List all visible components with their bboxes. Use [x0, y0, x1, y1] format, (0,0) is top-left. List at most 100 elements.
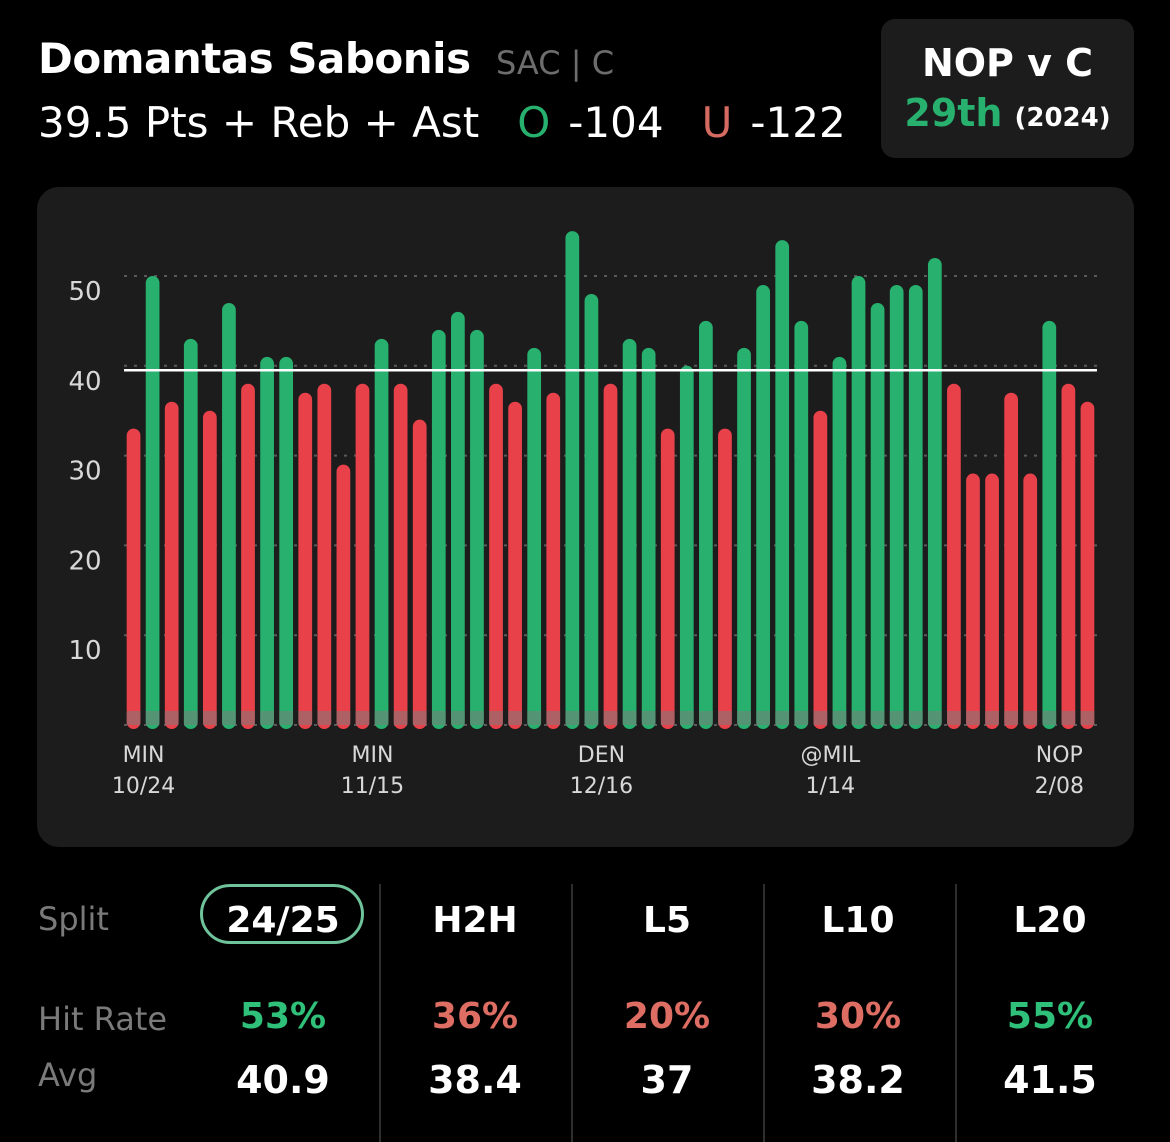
bar [1061, 383, 1076, 729]
matchup-title: NOP v C [921, 41, 1094, 85]
hit-rate-value: 36% [431, 996, 519, 1037]
bar-base-shade [1080, 711, 1095, 725]
bar [202, 410, 217, 729]
bar-base-shade [1004, 711, 1019, 725]
bar [947, 383, 961, 729]
y-tick-label: 20 [68, 546, 101, 576]
x-tick-opponent: DEN [578, 743, 625, 768]
stats-table: Split Hit Rate Avg 24/25 53% 40.9 H2H 36% 38.… [0, 870, 1170, 1142]
bar [851, 276, 866, 729]
bar-base-shade [775, 711, 790, 725]
bar [222, 302, 236, 729]
bar [603, 383, 618, 729]
bar [470, 329, 484, 729]
bar-base-shade [641, 711, 656, 725]
hit-rate-value: 53% [239, 996, 327, 1037]
bar-base-shade [908, 711, 923, 725]
bar-base-shade [451, 711, 465, 725]
bar-base-shade [756, 711, 770, 725]
rank-year: (2024) [1014, 103, 1111, 133]
bar [1023, 473, 1038, 729]
matchup-card[interactable]: NOP v C 29th (2024) [881, 19, 1134, 158]
bar [985, 473, 999, 729]
bar [641, 347, 656, 729]
average-value: 37 [640, 1058, 694, 1102]
bar-base-shade [145, 711, 160, 725]
split-header[interactable]: L10 [821, 900, 895, 941]
split-column[interactable]: H2H 36% 38.4 [380, 870, 570, 1142]
under-label[interactable]: U [701, 98, 733, 147]
bar-base-shade [508, 711, 522, 725]
bar [164, 401, 179, 729]
bar-base-shade [336, 711, 351, 725]
x-tick-opponent: MIN [123, 743, 165, 768]
bar-base-shade [832, 711, 847, 725]
column-divider [763, 884, 765, 1142]
split-column[interactable]: L20 55% 41.5 [955, 870, 1145, 1142]
bar [622, 338, 637, 729]
bar [279, 356, 294, 729]
bar-base-shade [183, 711, 198, 725]
average-value: 41.5 [1003, 1058, 1097, 1102]
bar [1080, 401, 1095, 729]
x-tick-date: 2/08 [1035, 774, 1084, 799]
split-row-label: Split [38, 900, 109, 938]
player-name: Domantas Sabonis [38, 34, 471, 83]
split-header[interactable]: L5 [643, 900, 691, 941]
bar-base-shade [126, 711, 141, 725]
bar [298, 392, 313, 729]
split-column[interactable]: L5 20% 37 [572, 870, 762, 1142]
split-header[interactable]: H2H [432, 900, 518, 941]
average-value: 38.4 [428, 1058, 522, 1102]
team-position: SAC | C [496, 44, 615, 82]
bar-base-shade [851, 711, 866, 725]
bar-base-shade [985, 711, 999, 725]
bar [260, 356, 274, 729]
bar-base-shade [298, 711, 313, 725]
bar-base-shade [660, 711, 675, 725]
split-header[interactable]: 24/25 [226, 900, 340, 941]
x-tick-date: 1/14 [806, 774, 855, 799]
bar-base-shade [393, 711, 408, 725]
bar [813, 410, 828, 729]
prop-line: 39.5 Pts + Reb + Ast [38, 98, 480, 147]
game-log-chart: 10 20 30 40 50 MIN 10/24 MIN 11/15 DEN 12/16 @MIL 1/… [37, 187, 1134, 847]
over-label[interactable]: O [517, 98, 551, 147]
bar-base-shade [889, 711, 904, 725]
x-tick-date: 12/16 [570, 774, 633, 799]
bar [527, 347, 542, 729]
bar-base-shade [603, 711, 618, 725]
bar-base-shade [546, 711, 561, 725]
bar [126, 428, 141, 729]
bar [565, 231, 580, 729]
bar [317, 383, 332, 729]
bar [832, 356, 847, 729]
bar [679, 365, 694, 729]
bar [374, 338, 389, 729]
over-price[interactable]: -104 [568, 98, 664, 147]
bar-base-shade [794, 711, 809, 725]
bar-base-shade [317, 711, 332, 725]
bar [1042, 320, 1057, 729]
bar [584, 293, 599, 729]
split-header[interactable]: L20 [1013, 900, 1087, 941]
average-value: 38.2 [811, 1058, 905, 1102]
bar-base-shade [1061, 711, 1076, 725]
bar-chart-svg: 10 20 30 40 50 MIN 10/24 MIN 11/15 DEN 12/16 @MIL 1/… [68, 231, 1097, 799]
bar [489, 383, 503, 729]
bar-base-shade [412, 711, 427, 725]
hit-rate-value: 55% [1006, 996, 1094, 1037]
y-tick-label: 40 [68, 367, 101, 397]
bar [508, 401, 522, 729]
bar-base-shade [699, 711, 713, 725]
split-column[interactable]: L10 30% 38.2 [763, 870, 953, 1142]
bar [355, 383, 370, 729]
split-column[interactable]: 24/25 53% 40.9 [188, 870, 378, 1142]
bar [546, 392, 561, 729]
under-price[interactable]: -122 [750, 98, 846, 147]
selected-split-pill[interactable] [200, 884, 364, 944]
bar [412, 419, 427, 729]
bar-base-shade [164, 711, 179, 725]
x-tick-opponent: MIN [352, 743, 394, 768]
x-tick-opponent: @MIL [800, 743, 860, 768]
